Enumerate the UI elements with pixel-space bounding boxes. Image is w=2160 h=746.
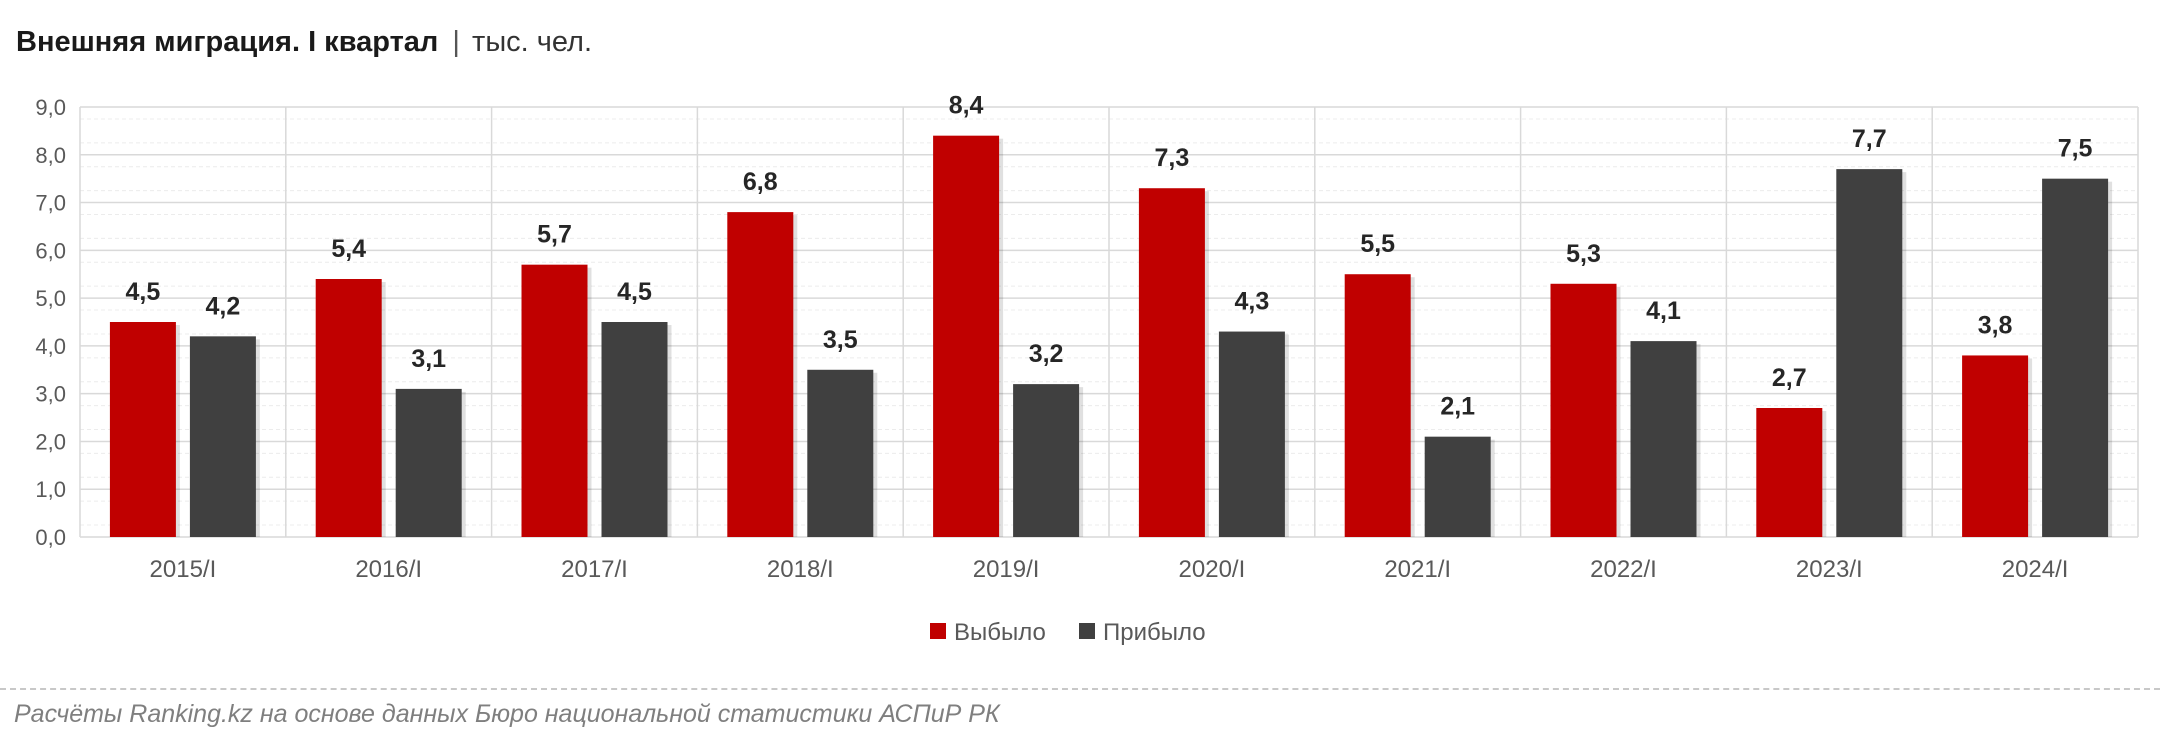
- chart-unit: тыс. чел.: [472, 26, 593, 58]
- legend-swatch: [1079, 623, 1095, 639]
- data-label: 7,5: [2058, 135, 2093, 163]
- bar-vybylo: [1550, 283, 1617, 537]
- data-label: 3,8: [1978, 311, 2013, 339]
- data-label: 3,5: [823, 326, 858, 354]
- x-tick-label: 2015/I: [150, 556, 217, 583]
- y-tick-label: 6,0: [35, 238, 66, 263]
- x-tick-label: 2016/I: [355, 556, 422, 583]
- data-label: 3,2: [1029, 340, 1064, 368]
- data-label: 5,3: [1566, 240, 1601, 268]
- x-tick-label: 2018/I: [767, 556, 834, 583]
- title-separator: |: [452, 26, 460, 58]
- data-label: 5,5: [1360, 230, 1395, 258]
- x-tick-label: 2021/I: [1384, 556, 1451, 583]
- data-label: 3,1: [411, 345, 446, 373]
- x-tick-label: 2023/I: [1796, 556, 1863, 583]
- data-label: 6,8: [743, 168, 778, 196]
- bar-vybylo: [1344, 274, 1411, 537]
- data-label: 5,7: [537, 221, 572, 249]
- chart-title-main: Внешняя миграция. I квартал: [16, 26, 439, 58]
- data-label: 4,5: [126, 278, 161, 306]
- x-tick-label: 2017/I: [561, 556, 628, 583]
- y-tick-label: 1,0: [35, 477, 66, 502]
- bar-vybylo: [1962, 355, 2029, 537]
- bar-pribylo: [2042, 178, 2109, 537]
- data-label: 2,7: [1772, 364, 1807, 392]
- bar-vybylo: [315, 279, 382, 537]
- bar-chart: 0,0 1,0 2,0 3,0 4,0 5,0 6,0 7,0 8,0 9,0 4,5 4,2 2015…: [35, 92, 2139, 646]
- x-tick-label: 2022/I: [1590, 556, 1657, 583]
- bar-vybylo: [109, 322, 176, 537]
- source-note: Расчёты Ranking.kz на основе данных Бюро…: [14, 700, 1000, 728]
- bar-pribylo: [1424, 436, 1491, 537]
- x-tick-label: 2024/I: [2002, 556, 2069, 583]
- legend-label: Прибыло: [1103, 619, 1206, 646]
- bar-pribylo: [1836, 169, 1903, 537]
- bar-vybylo: [933, 135, 1000, 537]
- y-tick-label: 3,0: [35, 382, 66, 407]
- y-tick-label: 2,0: [35, 429, 66, 454]
- legend-swatch: [930, 623, 946, 639]
- footer-divider: [0, 688, 2160, 690]
- bar-pribylo: [1013, 384, 1080, 537]
- bar-pribylo: [189, 336, 256, 537]
- x-tick-label: 2019/I: [973, 556, 1040, 583]
- bar-pribylo: [807, 369, 874, 537]
- data-label: 4,3: [1235, 288, 1270, 316]
- bar-vybylo: [727, 212, 794, 537]
- data-label: 7,7: [1852, 125, 1887, 153]
- bar-vybylo: [521, 264, 588, 537]
- bar-vybylo: [1138, 188, 1205, 537]
- bar-pribylo: [1630, 341, 1697, 537]
- y-tick-label: 8,0: [35, 143, 66, 168]
- y-tick-label: 4,0: [35, 334, 66, 359]
- x-tick-label: 2020/I: [1179, 556, 1246, 583]
- bar-vybylo: [1756, 408, 1823, 537]
- chart-title: Внешняя миграция. I квартал | тыс. чел.: [16, 26, 592, 59]
- bar-pribylo: [601, 322, 668, 537]
- data-label: 2,1: [1440, 393, 1475, 421]
- y-tick-label: 5,0: [35, 286, 66, 311]
- data-label: 4,2: [206, 292, 241, 320]
- y-tick-label: 7,0: [35, 191, 66, 216]
- y-tick-label: 9,0: [35, 95, 66, 120]
- data-label: 4,5: [617, 278, 652, 306]
- data-label: 4,1: [1646, 297, 1681, 325]
- y-tick-label: 0,0: [35, 525, 66, 550]
- bar-pribylo: [395, 388, 462, 537]
- legend-label: Выбыло: [954, 619, 1046, 646]
- data-label: 7,3: [1155, 144, 1190, 172]
- data-label: 8,4: [949, 92, 984, 120]
- bar-pribylo: [1218, 331, 1285, 537]
- data-label: 5,4: [331, 235, 366, 263]
